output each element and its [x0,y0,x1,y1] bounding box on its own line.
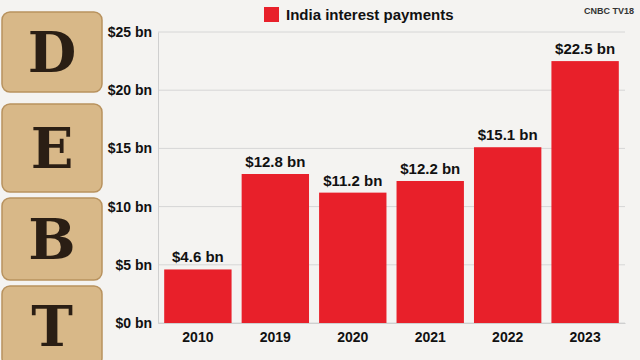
block [2,104,102,192]
x-tick-label: 2022 [492,329,523,345]
y-tick: $10 bn [108,199,158,215]
bar [164,269,231,323]
block [2,12,102,92]
legend: India interest payments [264,6,454,23]
x-tick: 2019 [260,323,291,345]
legend-label: India interest payments [286,6,454,23]
y-tick-label: $0 bn [115,315,152,331]
y-tick: $25 bn [108,24,158,40]
x-tick-label: 2019 [260,329,291,345]
y-axis-line [158,33,159,324]
y-tick-label: $15 bn [108,140,152,156]
x-tick: 2022 [492,323,523,345]
bars [164,61,619,323]
bar [319,193,386,323]
block-letter: D [28,19,77,85]
y-axis: $0 bn $5 bn $10 bn $15 bn $20 bn $25 bn [108,24,159,331]
grid-line [158,32,625,33]
x-tick-label: 2021 [415,329,446,345]
data-label: $12.8 bn [245,153,305,170]
bar [551,61,618,323]
x-tick: 2020 [337,323,368,345]
y-tick-label: $25 bn [108,24,152,40]
x-axis-line [159,323,626,324]
y-tick: $20 bn [108,82,158,98]
block-letter: B [28,206,75,272]
chart: DEBT CNBC TV18 $0 bn $5 bn $10 bn $15 bn $20 b… [0,0,640,360]
bar [397,181,464,323]
block [2,198,102,280]
data-label: $12.2 bn [400,160,460,177]
x-tick: 2023 [570,323,601,345]
y-tick: $5 bn [115,257,158,273]
bar [242,174,309,323]
y-tick-label: $20 bn [108,82,152,98]
data-labels: $4.6 bn $12.8 bn $11.2 bn $12.2 bn $15.1 bn $… [172,40,615,265]
y-tick: $0 bn [115,315,158,331]
data-label: $11.2 bn [323,172,382,189]
logo: CNBC TV18 [584,6,634,16]
x-tick-label: 2023 [570,329,601,345]
x-tick: 2021 [415,323,446,345]
x-tick-label: 2020 [337,329,368,345]
block-letter: E [31,115,74,181]
block [2,286,102,360]
data-label: $4.6 bn [172,248,224,265]
data-label: $15.1 bn [478,126,538,143]
block-letter: T [31,293,73,359]
y-tick-label: $10 bn [108,199,152,215]
grid [158,32,625,323]
y-tick: $15 bn [108,140,158,156]
y-tick-label: $5 bn [115,257,152,273]
legend-swatch [264,7,279,22]
bar [474,147,541,323]
x-tick-label: 2010 [182,329,213,345]
x-tick: 2010 [182,323,213,345]
x-axis: 2010 2019 2020 2021 2022 2023 [159,323,626,345]
data-label: $22.5 bn [555,40,615,57]
